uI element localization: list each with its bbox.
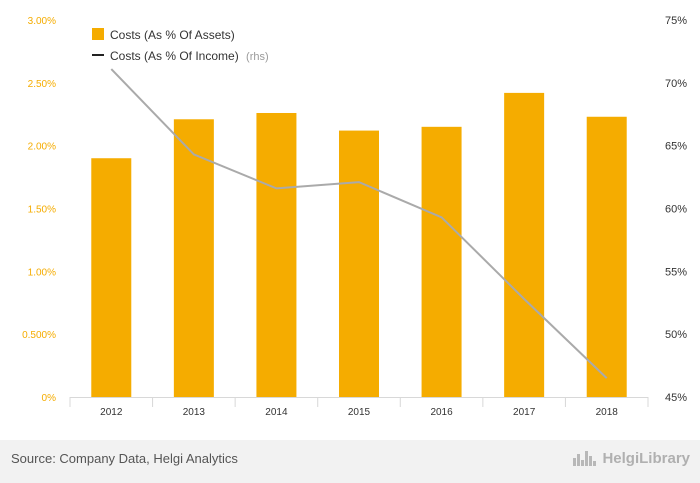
- bar: [91, 158, 132, 397]
- right-axis-ticks: 45% 50% 55% 60% 65% 70% 75%: [665, 15, 687, 404]
- bar: [586, 116, 627, 397]
- right-tick-label: 60%: [665, 204, 687, 216]
- right-tick-label: 50%: [665, 329, 687, 341]
- brand-name: HelgiLibrary: [602, 449, 690, 467]
- legend-label-line: Costs (As % Of Income) (rhs): [110, 49, 269, 63]
- x-tick-label: 2014: [265, 407, 288, 418]
- legend-label-line-note: (rhs): [246, 51, 269, 63]
- left-tick-label: 0%: [42, 393, 57, 404]
- bar-series: [91, 92, 627, 398]
- left-tick-label: 1.00%: [28, 267, 56, 278]
- brand-logo: HelgiLibrary: [572, 449, 690, 467]
- left-tick-label: 2.00%: [28, 142, 56, 153]
- source-note: Source: Company Data, Helgi Analytics: [11, 451, 238, 466]
- x-tick-label: 2017: [513, 407, 536, 418]
- x-axis-ticks: 2012 2013 2014 2015 2016 2017 2018: [69, 397, 649, 418]
- right-tick-label: 45%: [665, 392, 687, 404]
- line-series: [110, 68, 608, 379]
- left-tick-label: 1.50%: [28, 205, 56, 216]
- legend: Costs (As % Of Assets) Costs (As % Of In…: [92, 28, 269, 63]
- x-tick-label: 2012: [100, 407, 123, 418]
- right-tick-label: 70%: [665, 78, 687, 90]
- right-tick-label: 75%: [665, 15, 687, 27]
- legend-label-line-name: Costs (As % Of Income): [110, 49, 239, 63]
- x-tick-label: 2018: [596, 407, 619, 418]
- x-tick-label: 2016: [430, 407, 453, 418]
- legend-swatch-bar: [92, 28, 104, 40]
- series-line: [110, 68, 608, 379]
- right-tick-label: 65%: [665, 141, 687, 153]
- bar: [173, 119, 214, 397]
- bar: [339, 130, 379, 397]
- left-tick-label: 3.00%: [28, 16, 56, 27]
- legend-label-bar: Costs (As % Of Assets): [110, 28, 235, 42]
- x-tick-label: 2013: [183, 407, 206, 418]
- chart: 0% 0.500% 1.00% 1.50% 2.00% 2.50% 3.00% 45% 50%…: [22, 15, 687, 418]
- left-tick-label: 2.50%: [28, 79, 56, 90]
- bar-chart-icon: [572, 449, 598, 467]
- bar: [504, 92, 545, 398]
- right-tick-label: 55%: [665, 266, 687, 278]
- left-tick-label: 0.500%: [22, 330, 56, 341]
- bar: [421, 126, 462, 398]
- left-axis-ticks: 0% 0.500% 1.00% 1.50% 2.00% 2.50% 3.00%: [22, 16, 56, 404]
- x-tick-label: 2015: [348, 407, 371, 418]
- bar: [256, 112, 297, 397]
